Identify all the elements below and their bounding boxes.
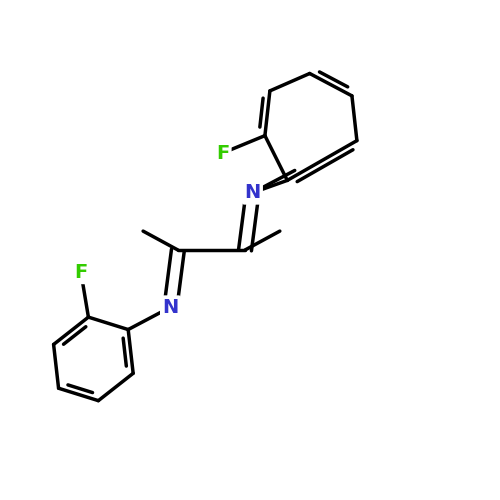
Text: N: N (244, 184, 260, 203)
Text: N: N (162, 298, 178, 316)
Text: F: F (216, 144, 230, 163)
Text: F: F (74, 263, 88, 282)
